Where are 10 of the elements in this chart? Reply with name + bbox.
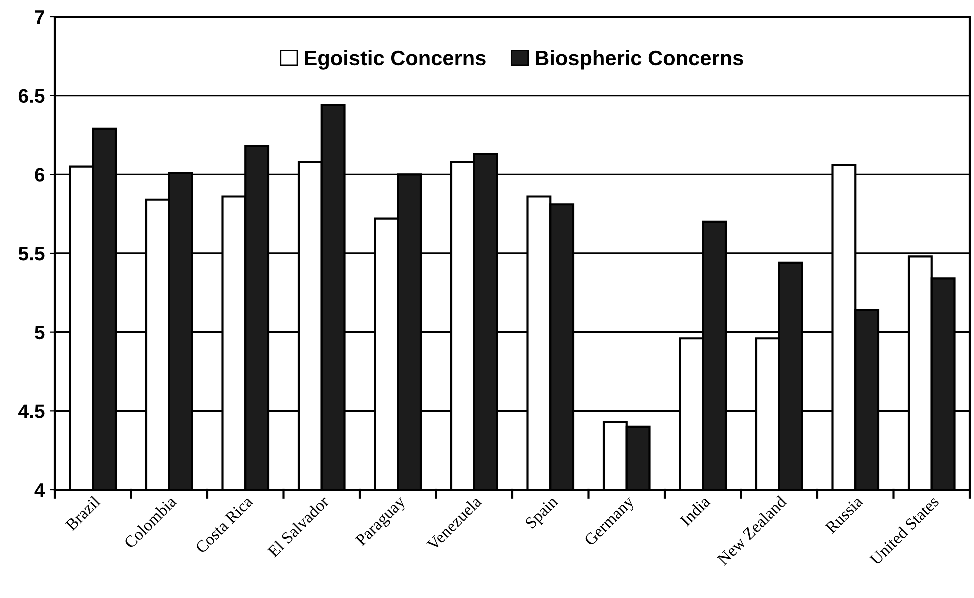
y-tick-label: 5 xyxy=(35,326,45,340)
y-tick-label: 6.5 xyxy=(18,89,45,104)
legend-label: Egoistic Concerns xyxy=(305,50,486,70)
y-tick-label: 5.5 xyxy=(18,247,45,261)
y-tick-label: 7 xyxy=(35,10,44,24)
x-tick-label: India xyxy=(679,495,712,527)
y-tick-label: 4 xyxy=(34,484,46,498)
y-tick-label: 4.5 xyxy=(18,404,45,418)
legend-label: Biospheric Concerns xyxy=(536,50,744,70)
y-tick-label: 6 xyxy=(35,168,45,182)
